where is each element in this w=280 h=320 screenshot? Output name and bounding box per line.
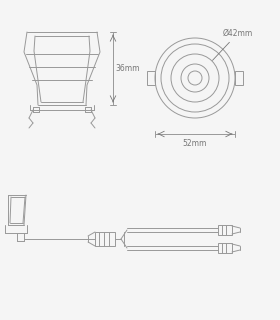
Text: 52mm: 52mm (183, 139, 207, 148)
Bar (218, 243, 232, 253)
Bar (95, 232, 115, 246)
Text: 36mm: 36mm (115, 64, 139, 73)
Bar (218, 225, 232, 235)
Text: Ø42mm: Ø42mm (213, 28, 253, 60)
